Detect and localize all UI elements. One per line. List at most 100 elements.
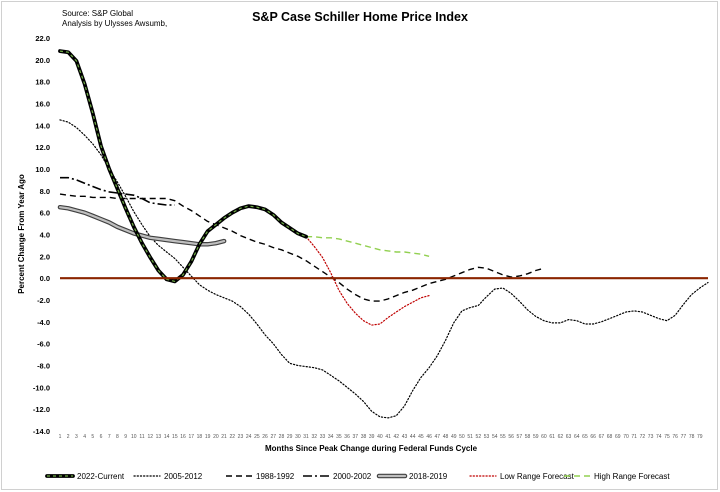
x-tick-label: 68	[607, 434, 613, 440]
x-tick-label: 62	[558, 434, 564, 440]
x-tick-label: 17	[188, 434, 194, 440]
x-tick-label: 57	[517, 434, 523, 440]
y-tick-label: -6.0	[37, 340, 50, 349]
x-tick-label: 51	[467, 434, 473, 440]
x-tick-label: 18	[197, 434, 203, 440]
y-tick-label: -2.0	[37, 296, 50, 305]
x-tick-label: 54	[492, 434, 498, 440]
y-tick-label: 8.0	[40, 187, 50, 196]
x-tick-label: 60	[541, 434, 547, 440]
x-tick-label: 24	[246, 434, 252, 440]
x-tick-label: 21	[221, 434, 227, 440]
y-axis-label: Percent Change From Year Ago	[17, 174, 26, 294]
x-tick-label: 33	[320, 434, 326, 440]
x-tick-label: 29	[287, 434, 293, 440]
x-tick-label: 59	[533, 434, 539, 440]
legend-label: 2005-2012	[164, 472, 203, 481]
x-tick-label: 53	[484, 434, 490, 440]
x-tick-label: 12	[147, 434, 153, 440]
x-tick-label: 35	[336, 434, 342, 440]
x-tick-label: 58	[525, 434, 531, 440]
y-tick-label: 6.0	[40, 209, 50, 218]
x-tick-label: 49	[451, 434, 457, 440]
x-tick-label: 63	[566, 434, 572, 440]
legend-label: 1988-1992	[256, 472, 295, 481]
series-line-low-range-forecast	[305, 236, 430, 326]
x-tick-label: 72	[640, 434, 646, 440]
x-tick-label: 7	[108, 434, 111, 440]
y-tick-label: 2.0	[40, 252, 50, 261]
analysis-credit: Analysis by Ulysses Awsumb,	[62, 19, 168, 28]
x-tick-label: 76	[672, 434, 678, 440]
y-tick-label: 4.0	[40, 231, 50, 240]
x-tick-label: 73	[648, 434, 654, 440]
x-tick-label: 74	[656, 434, 662, 440]
x-tick-label: 48	[443, 434, 449, 440]
y-tick-label: 20.0	[35, 56, 50, 65]
y-tick-label: -8.0	[37, 362, 50, 371]
x-tick-label: 50	[459, 434, 465, 440]
x-tick-label: 19	[205, 434, 211, 440]
y-tick-label: -14.0	[33, 427, 50, 436]
series-line-2022-current-overlay	[59, 50, 307, 282]
x-tick-label: 5	[91, 434, 94, 440]
x-tick-label: 8	[116, 434, 119, 440]
x-tick-label: 14	[164, 434, 170, 440]
series-line-2005-2012	[59, 119, 709, 419]
y-tick-label: -4.0	[37, 318, 50, 327]
legend-label: 2022-Current	[77, 472, 125, 481]
x-tick-label: 69	[615, 434, 621, 440]
x-tick-label: 9	[124, 434, 127, 440]
y-tick-label: 22.0	[35, 34, 50, 43]
series-line-high-range-forecast	[306, 235, 430, 257]
x-tick-label: 43	[402, 434, 408, 440]
x-tick-label: 23	[238, 434, 244, 440]
x-tick-label: 20	[213, 434, 219, 440]
series-line-1988-1992	[59, 193, 545, 302]
x-tick-label: 55	[500, 434, 506, 440]
x-axis-label: Months Since Peak Change during Federal …	[265, 444, 478, 453]
x-tick-label: 65	[582, 434, 588, 440]
x-tick-label: 67	[599, 434, 605, 440]
x-tick-label: 75	[664, 434, 670, 440]
source-line: Source: S&P Global	[62, 9, 134, 18]
x-tick-label: 61	[549, 434, 555, 440]
x-tick-label: 70	[623, 434, 629, 440]
legend-label: 2018-2019	[409, 472, 448, 481]
x-tick-label: 4	[83, 434, 86, 440]
x-tick-label: 22	[229, 434, 235, 440]
x-tick-label: 13	[156, 434, 162, 440]
x-tick-label: 47	[435, 434, 441, 440]
x-tick-label: 31	[303, 434, 309, 440]
x-tick-label: 46	[426, 434, 432, 440]
x-tick-label: 38	[361, 434, 367, 440]
x-tick-label: 56	[508, 434, 514, 440]
x-tick-label: 25	[254, 434, 260, 440]
y-tick-label: -12.0	[33, 405, 50, 414]
x-tick-label: 39	[369, 434, 375, 440]
x-tick-label: 45	[418, 434, 424, 440]
x-tick-label: 44	[410, 434, 416, 440]
legend: 2022-Current 2005-2012 1988-1992 2000-2002 2…	[45, 472, 670, 481]
x-tick-label: 34	[328, 434, 334, 440]
y-tick-label: 14.0	[35, 121, 50, 130]
series-layer	[57, 49, 709, 419]
x-tick-label: 78	[689, 434, 695, 440]
x-tick-label: 30	[295, 434, 301, 440]
x-tick-label: 15	[172, 434, 178, 440]
x-tick-label: 27	[270, 434, 276, 440]
y-tick-label: 12.0	[35, 143, 50, 152]
x-axis-ticks: 1 2 3 4 5 6 7 8 9 10 11 12 13 14 15 16 17 18 19 20 21 22 23 24 2…	[59, 434, 703, 440]
x-tick-label: 2	[67, 434, 70, 440]
x-tick-label: 41	[385, 434, 391, 440]
x-tick-label: 79	[697, 434, 703, 440]
x-tick-label: 52	[476, 434, 482, 440]
x-tick-label: 3	[75, 434, 78, 440]
x-tick-label: 64	[574, 434, 580, 440]
y-tick-label: 10.0	[35, 165, 50, 174]
x-tick-label: 40	[377, 434, 383, 440]
x-tick-label: 1	[59, 434, 62, 440]
x-tick-label: 42	[394, 434, 400, 440]
